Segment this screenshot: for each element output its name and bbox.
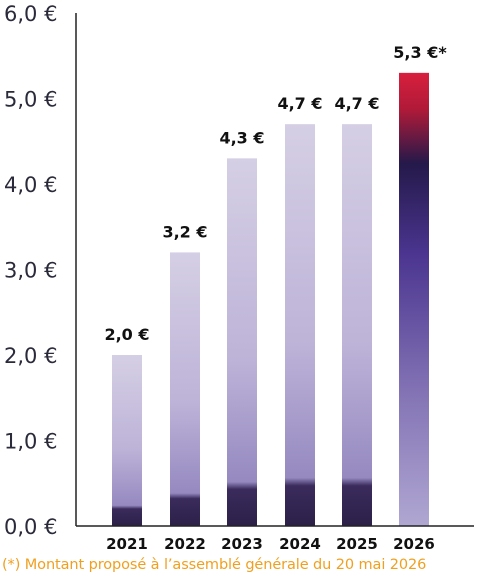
y-tick-label: 3,0 € xyxy=(4,259,57,283)
bar-2025 xyxy=(342,124,372,527)
y-tick-label: 0,0 € xyxy=(4,515,57,539)
y-axis: 0,0 € 1,0 € 2,0 € 3,0 € 4,0 € 5,0 € 6,0 € xyxy=(4,2,57,539)
data-labels: 2,0 € 3,2 € 4,3 € 4,7 € 4,7 € 5,3 €* xyxy=(104,43,447,344)
y-tick-label: 4,0 € xyxy=(4,173,57,197)
bar-2026 xyxy=(399,72,429,526)
bar-2022 xyxy=(170,252,200,526)
data-label: 3,2 € xyxy=(162,222,207,241)
data-label: 2,0 € xyxy=(104,325,149,344)
data-label: 4,7 € xyxy=(277,94,322,113)
bar-2021 xyxy=(112,355,142,526)
data-label: 4,3 € xyxy=(219,128,264,147)
bars xyxy=(112,72,429,527)
x-tick-label: 2025 xyxy=(336,535,378,553)
y-tick-label: 5,0 € xyxy=(4,88,57,112)
x-axis: 2021 2022 2023 2024 2025 2026 xyxy=(106,535,435,553)
footnote: (*) Montant proposé à l’assemblé général… xyxy=(2,557,427,573)
x-tick-label: 2026 xyxy=(393,535,435,553)
data-label: 5,3 €* xyxy=(393,43,447,62)
x-tick-label: 2023 xyxy=(221,535,263,553)
bar-2023 xyxy=(227,158,257,526)
y-tick-label: 1,0 € xyxy=(4,430,57,454)
x-tick-label: 2024 xyxy=(279,535,321,553)
bar-2024 xyxy=(285,124,315,527)
x-tick-label: 2022 xyxy=(164,535,206,553)
x-tick-label: 2021 xyxy=(106,535,148,553)
y-tick-label: 2,0 € xyxy=(4,344,57,368)
y-tick-label: 6,0 € xyxy=(4,2,57,26)
data-label: 4,7 € xyxy=(334,94,379,113)
